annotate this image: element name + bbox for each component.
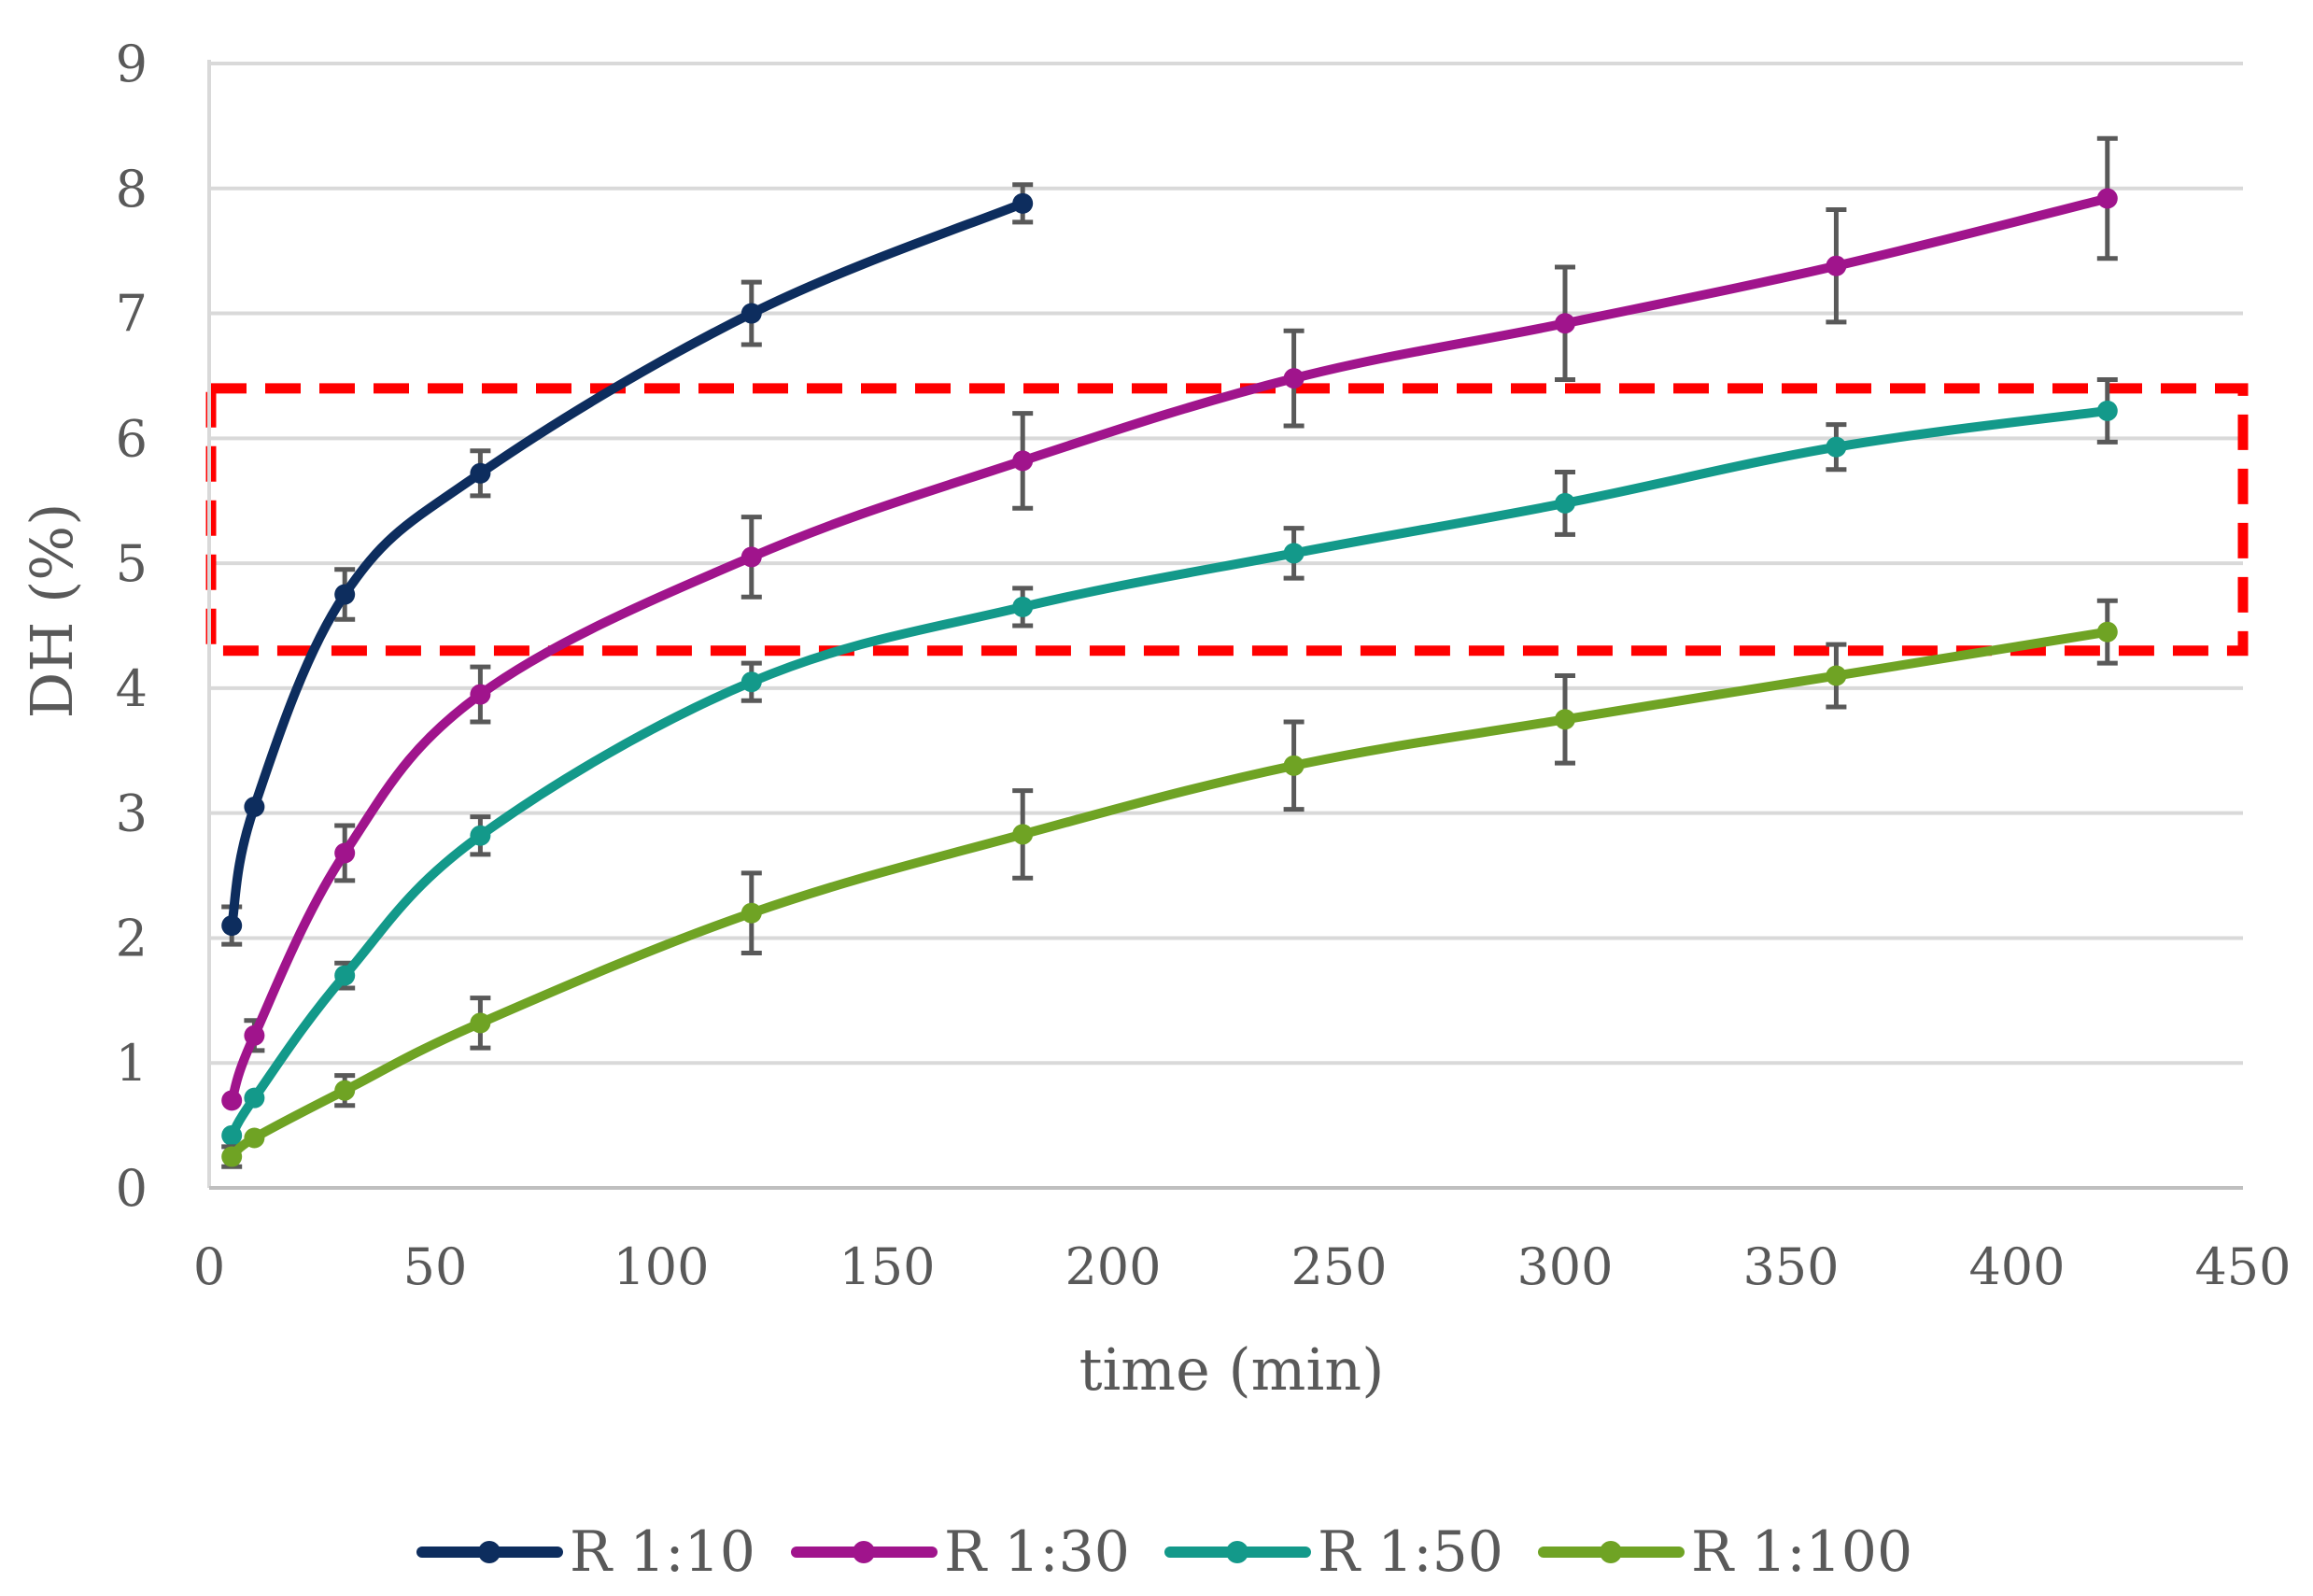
data-point bbox=[334, 1080, 356, 1101]
data-point bbox=[221, 1090, 243, 1111]
legend-item-3: R 1:100 bbox=[1538, 1519, 1912, 1585]
legend: R 1:10 R 1:30 R 1:50 R 1:100 bbox=[416, 1519, 1912, 1585]
data-point bbox=[1555, 492, 1575, 514]
data-point bbox=[1826, 436, 1847, 458]
series-3 bbox=[221, 598, 2118, 1169]
data-point bbox=[470, 825, 491, 846]
data-point bbox=[2096, 188, 2118, 209]
data-point bbox=[221, 1146, 243, 1167]
data-point bbox=[2096, 400, 2118, 421]
x-tick-label-300: 300 bbox=[1516, 1237, 1613, 1296]
series-1 bbox=[221, 135, 2118, 1111]
legend-swatch-marker bbox=[853, 1541, 875, 1563]
legend-label: R 1:10 bbox=[570, 1519, 755, 1585]
data-point bbox=[470, 1012, 491, 1034]
legend-item-1: R 1:30 bbox=[791, 1519, 1130, 1585]
y-tick-label-7: 7 bbox=[116, 285, 148, 344]
data-point bbox=[1826, 255, 1847, 276]
data-point bbox=[244, 1024, 265, 1046]
series-2 bbox=[221, 376, 2118, 1146]
legend-item-2: R 1:50 bbox=[1164, 1519, 1503, 1585]
data-point bbox=[244, 1127, 265, 1149]
y-tick-label-1: 1 bbox=[116, 1034, 148, 1093]
legend-swatch-marker bbox=[1226, 1541, 1248, 1563]
data-point bbox=[1012, 824, 1034, 845]
y-tick-label-8: 8 bbox=[116, 160, 148, 219]
y-tick-label-5: 5 bbox=[116, 534, 148, 593]
data-point bbox=[470, 684, 491, 705]
x-tick-label-400: 400 bbox=[1968, 1237, 2065, 1296]
y-tick-label-9: 9 bbox=[116, 35, 148, 93]
data-point bbox=[1012, 192, 1034, 214]
data-point bbox=[1012, 596, 1034, 617]
x-tick-label-50: 50 bbox=[403, 1237, 468, 1296]
data-point bbox=[1555, 709, 1575, 730]
data-point bbox=[1283, 543, 1305, 564]
data-point bbox=[740, 902, 762, 924]
series-0 bbox=[221, 182, 1034, 947]
data-point bbox=[1012, 450, 1034, 472]
data-point bbox=[334, 584, 356, 605]
x-tick-label-450: 450 bbox=[2194, 1237, 2291, 1296]
data-point bbox=[1826, 665, 1847, 686]
data-point bbox=[334, 842, 356, 864]
data-point bbox=[740, 546, 762, 568]
x-axis-title: time (min) bbox=[1079, 1335, 1385, 1404]
legend-swatch-marker bbox=[478, 1541, 501, 1563]
legend-item-0: R 1:10 bbox=[416, 1519, 755, 1585]
x-tick-label-350: 350 bbox=[1742, 1237, 1839, 1296]
x-tick-label-250: 250 bbox=[1290, 1237, 1387, 1296]
series-line-3 bbox=[227, 627, 2112, 1162]
data-point bbox=[221, 915, 243, 937]
x-tick-label-0: 0 bbox=[193, 1237, 225, 1296]
x-tick-label-100: 100 bbox=[613, 1237, 709, 1296]
x-tick-label-150: 150 bbox=[839, 1237, 935, 1296]
x-tick-label-200: 200 bbox=[1065, 1237, 1161, 1296]
data-point bbox=[740, 671, 762, 693]
legend-label: R 1:100 bbox=[1691, 1519, 1912, 1585]
legend-label: R 1:50 bbox=[1318, 1519, 1503, 1585]
data-point bbox=[2096, 621, 2118, 643]
data-point bbox=[470, 462, 491, 484]
data-point bbox=[1283, 755, 1305, 776]
data-point bbox=[740, 303, 762, 324]
y-tick-label-0: 0 bbox=[116, 1159, 148, 1218]
legend-swatch-marker bbox=[1600, 1541, 1622, 1563]
legend-label: R 1:30 bbox=[944, 1519, 1130, 1585]
data-point bbox=[244, 1087, 265, 1109]
data-point bbox=[244, 796, 265, 817]
tick-labels: 0 1 2 3 4 5 6 7 8 9 0 50 100 150 200 250 300 350 400 450 bbox=[116, 35, 2292, 1296]
y-tick-label-3: 3 bbox=[116, 784, 148, 843]
data-point bbox=[1555, 313, 1575, 334]
y-axis-title: DH (%) bbox=[18, 503, 86, 719]
series-group bbox=[221, 135, 2118, 1169]
series-line-2 bbox=[227, 405, 2112, 1140]
axes bbox=[207, 60, 2243, 1190]
y-tick-label-4: 4 bbox=[116, 659, 148, 718]
data-point bbox=[221, 1124, 243, 1146]
data-point bbox=[334, 965, 356, 986]
data-point bbox=[1283, 368, 1305, 389]
y-tick-label-6: 6 bbox=[116, 409, 148, 468]
y-tick-label-2: 2 bbox=[116, 909, 148, 967]
